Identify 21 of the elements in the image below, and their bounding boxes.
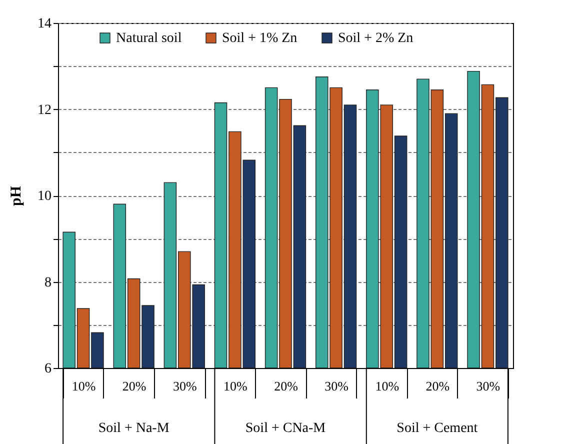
- legend-label: Soil + 1% Zn: [222, 31, 298, 46]
- x-tick-label: 10%: [72, 378, 96, 394]
- y-tick-label: 6: [44, 362, 52, 376]
- x-tick-label: 10%: [375, 378, 400, 394]
- x-tick-label: 30%: [324, 378, 349, 394]
- text: Soil + CNa-M: [245, 421, 326, 436]
- y-axis-title: pH: [8, 186, 24, 206]
- legend-label: Natural soil: [116, 31, 182, 46]
- x-tick-label: 20%: [274, 378, 298, 394]
- y-tick-label: 8: [44, 275, 52, 290]
- x-tick-label: 30%: [172, 378, 197, 394]
- x-tick-label: 30%: [476, 378, 500, 394]
- y-tick-label: 14: [38, 16, 52, 32]
- text: Soil + Cement: [396, 421, 478, 436]
- x-tick-label: 20%: [426, 378, 450, 394]
- x-tick-label: 10%: [224, 378, 248, 394]
- x-tick-label: 20%: [122, 378, 146, 394]
- text: Soil + Na-M: [98, 421, 170, 436]
- y-tick-label: 10: [38, 189, 52, 204]
- legend-label: Soil + 2% Zn: [338, 31, 414, 46]
- y-tick-label: 12: [38, 102, 52, 118]
